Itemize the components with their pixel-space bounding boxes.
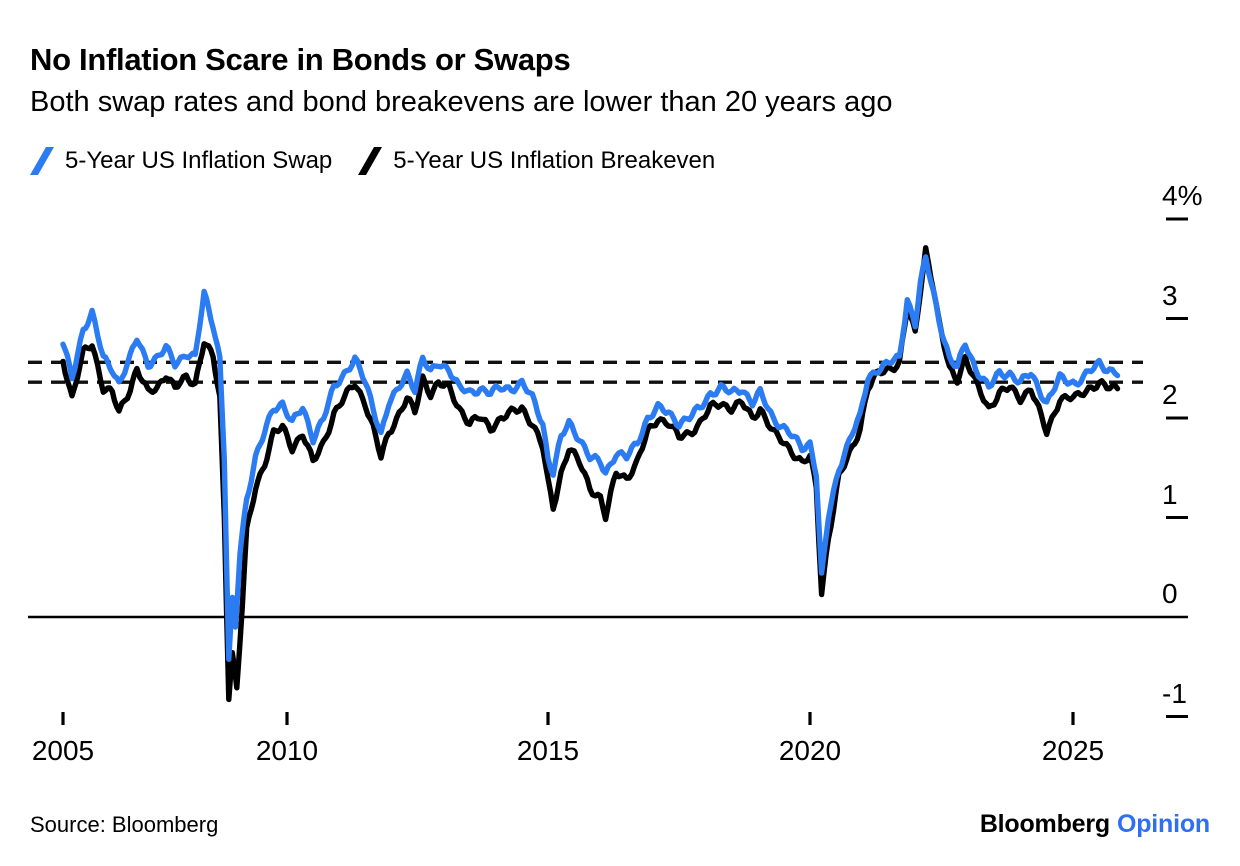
y-axis-label: 2 xyxy=(1162,379,1178,410)
legend-label-breakeven: 5-Year US Inflation Breakeven xyxy=(393,147,716,174)
legend: 5-Year US Inflation Swap 5-Year US Infla… xyxy=(30,146,715,176)
legend-item-breakeven: 5-Year US Inflation Breakeven xyxy=(358,146,715,176)
chart-subtitle: Both swap rates and bond breakevens are … xyxy=(30,86,893,118)
bloomberg-logo: Bloomberg Opinion xyxy=(980,810,1210,839)
legend-label-swap: 5-Year US Inflation Swap xyxy=(65,147,333,174)
y-axis-label: 1 xyxy=(1162,478,1178,510)
x-axis-label: 2020 xyxy=(778,735,842,766)
logo-brand: Bloomberg xyxy=(979,810,1110,838)
legend-item-swap: 5-Year US Inflation Swap xyxy=(30,146,332,176)
series-line-swap xyxy=(60,254,1121,662)
y-axis-label: 4% xyxy=(1162,180,1203,211)
breakeven-slash-icon xyxy=(358,147,383,175)
x-axis-label: 2005 xyxy=(31,735,95,766)
x-axis-label: 2025 xyxy=(1041,735,1105,766)
y-axis-label: 0 xyxy=(1162,578,1178,609)
logo-unit: Opinion xyxy=(1116,810,1210,838)
x-axis-label: 2010 xyxy=(255,735,319,766)
series-line-breakeven xyxy=(60,245,1121,703)
x-axis-label: 2015 xyxy=(516,735,580,766)
swap-slash-icon xyxy=(30,147,54,175)
y-axis-label: -1 xyxy=(1162,677,1187,709)
y-axis-label: 3 xyxy=(1162,279,1178,311)
source-note: Source: Bloomberg xyxy=(30,812,219,837)
chart-title: No Inflation Scare in Bonds or Swaps xyxy=(30,42,571,77)
